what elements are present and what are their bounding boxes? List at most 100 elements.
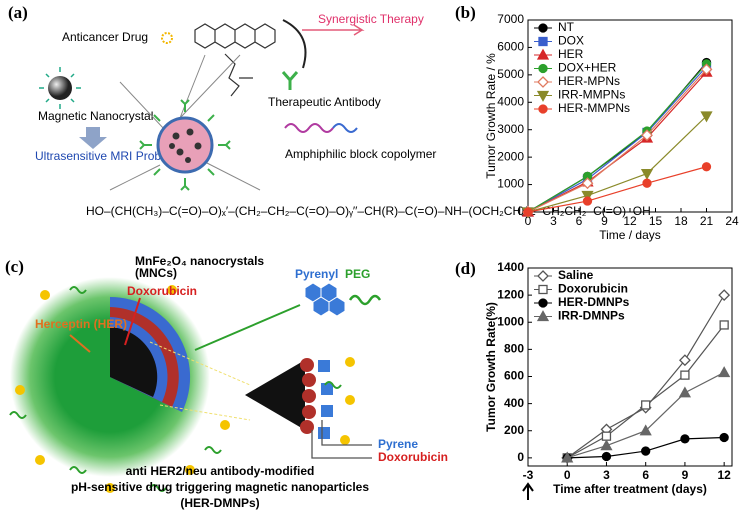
series-line — [527, 166, 707, 213]
y-tick-label: 0 — [517, 450, 524, 464]
legend-label: HER-DMNPs — [558, 295, 630, 309]
marker — [601, 431, 612, 441]
marker — [561, 451, 574, 463]
y-tick-label: 5000 — [497, 67, 524, 81]
legend-label: HER-MMPNs — [558, 101, 630, 115]
marker — [582, 196, 593, 206]
series-line — [527, 63, 707, 213]
marker — [538, 284, 548, 295]
y-tick-label: 0 — [517, 204, 524, 218]
caption: (HER-DMNPs) — [180, 496, 259, 510]
legend-label: DOX+HER — [558, 61, 617, 75]
x-tick-label: -3 — [523, 468, 534, 482]
treatment-arrow — [522, 482, 534, 500]
marker — [581, 190, 594, 202]
y-tick-label: 6000 — [497, 40, 524, 54]
marker — [642, 178, 652, 188]
y-axis-label: Tumor Growth Rate / % — [484, 53, 498, 179]
label: (MNCs) — [135, 266, 177, 280]
formula: HO–(CH(CH₃)–C(=O)–O)ₓ′–(CH₂–CH₂–C(=O)–O)… — [86, 204, 651, 218]
label: Ultrasensitive MRI Probe — [35, 149, 168, 163]
label: PEG — [345, 267, 370, 281]
y-tick-label: 4000 — [497, 94, 524, 108]
core — [110, 327, 158, 397]
marker — [538, 63, 548, 74]
label: Pyrenyl — [295, 267, 338, 281]
marker — [536, 310, 550, 322]
marker — [700, 111, 713, 123]
bracket — [282, 19, 307, 69]
x-tick-label: 3 — [550, 214, 557, 228]
x-tick-label: 6 — [642, 468, 649, 482]
marker — [537, 76, 549, 88]
label: Magnetic Nanocrystal — [38, 109, 153, 123]
y-tick-label: 7000 — [497, 12, 524, 26]
marker — [718, 289, 731, 302]
arrow — [79, 127, 107, 149]
drug-icon — [161, 32, 173, 44]
peg-chains — [9, 286, 342, 492]
x-tick-label: 12 — [623, 214, 637, 228]
x-tick-label: 18 — [674, 214, 688, 228]
molecule — [194, 23, 276, 97]
label: Amphiphilic block copolymer — [285, 147, 436, 161]
copolymer-icon — [284, 123, 334, 133]
panel-label: (d) — [455, 259, 476, 278]
x-tick-label: 9 — [601, 214, 608, 228]
x-tick-label: 21 — [700, 214, 714, 228]
y-tick-label: 400 — [504, 396, 524, 410]
label: Doxorubicin — [127, 284, 197, 298]
panel-a: (a) Anticancer Drug Synergistic Therapy … — [8, 3, 651, 218]
x-tick-label: 15 — [649, 214, 663, 228]
y-tick-label: 200 — [504, 423, 524, 437]
y-tick-label: 1000 — [497, 177, 524, 191]
marker — [701, 162, 712, 172]
legend-label: DOX — [558, 34, 584, 48]
y-tick-label: 1400 — [497, 260, 524, 274]
marker — [641, 446, 651, 456]
marker — [640, 168, 654, 180]
marker — [700, 63, 713, 76]
marker — [719, 432, 729, 443]
marker — [537, 270, 549, 282]
marker — [523, 207, 533, 217]
marker — [600, 439, 613, 451]
x-axis-label: Time after treatment (days) — [553, 482, 707, 496]
caption: pH-sensitive drug triggering magnetic na… — [71, 480, 369, 494]
y-tick-label: 3000 — [497, 122, 524, 136]
x-tick-label: 12 — [717, 468, 731, 482]
panel-c: (c) MnFe₂O₄ nanocrystals (MNCs) Doxorubi… — [5, 254, 448, 510]
x-tick-label: 9 — [682, 468, 689, 482]
legend-label: NT — [558, 20, 575, 34]
marker — [680, 370, 690, 380]
legend-label: IRR-MMPNs — [558, 88, 625, 102]
nanoparticle — [109, 54, 261, 191]
y-tick-label: 2000 — [497, 149, 524, 163]
marker — [641, 400, 651, 410]
plot-frame — [527, 267, 733, 467]
label: Pyrene — [378, 437, 418, 451]
zoom-core — [245, 360, 305, 430]
marker — [536, 90, 550, 102]
peg-icon — [348, 294, 382, 306]
zoom-pyrene — [318, 360, 333, 439]
panel-label: (b) — [455, 3, 476, 22]
label: Synergistic Therapy — [318, 12, 424, 26]
zoom-line — [149, 341, 251, 421]
panel-label: (c) — [5, 257, 24, 276]
nanocrystal-icon — [48, 76, 72, 100]
marker — [538, 36, 548, 47]
y-tick-label: 600 — [504, 369, 524, 383]
y-axis-label: Tumor Growth Rate(%) — [484, 302, 498, 432]
y-tick-label: 1000 — [497, 314, 524, 328]
panel-label: (a) — [8, 3, 28, 22]
label: Anticancer Drug — [62, 30, 148, 44]
y-tick-label: 800 — [504, 342, 524, 356]
marker — [581, 177, 594, 190]
series-line — [527, 68, 707, 213]
x-tick-label: 0 — [564, 468, 571, 482]
marker — [538, 298, 548, 308]
marker — [718, 366, 731, 378]
